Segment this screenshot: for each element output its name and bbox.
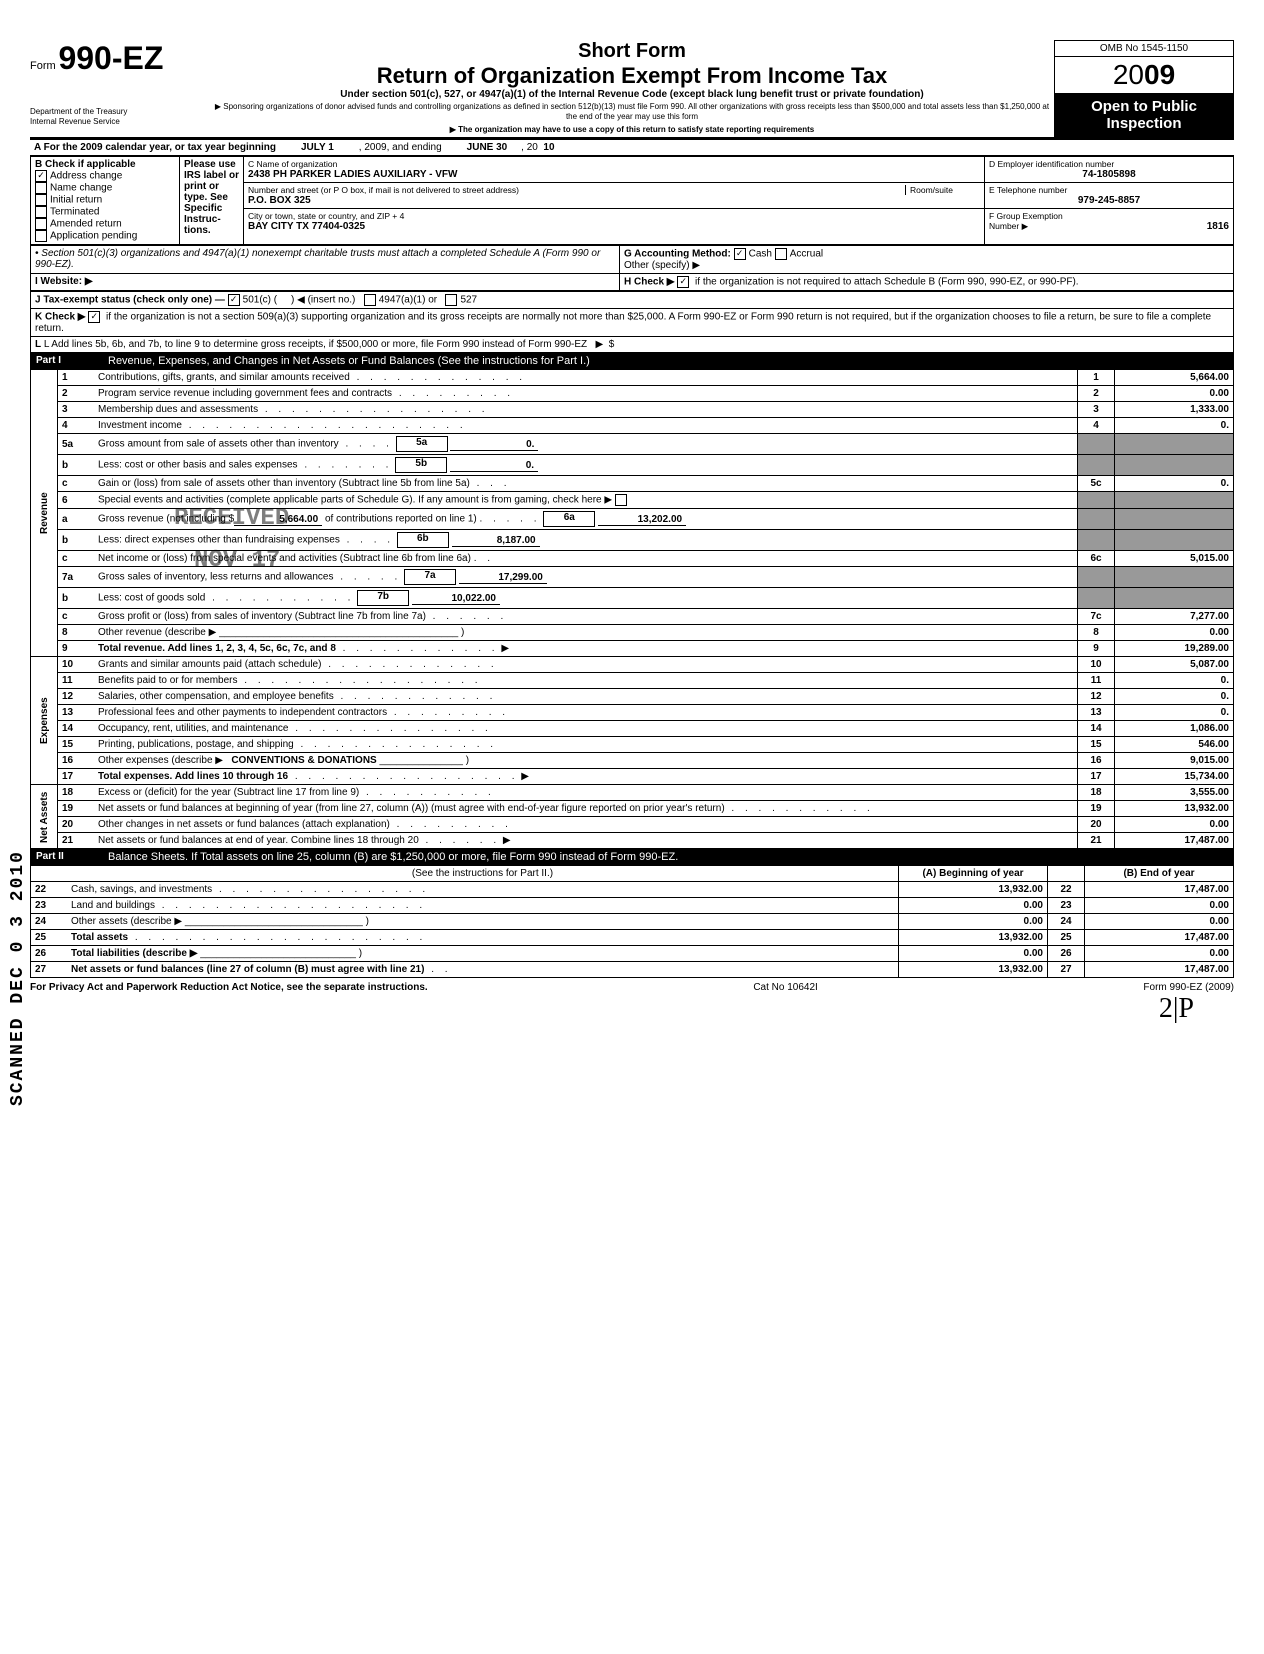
cb-schedule-b[interactable]: ✓: [677, 276, 689, 288]
street-address: P.O. BOX 325: [248, 195, 980, 206]
group-exemption-label: F Group Exemption: [989, 211, 1229, 221]
scanned-stamp: SCANNED DEC 0 3 2010: [8, 850, 28, 1106]
subtitle-1: Under section 501(c), 527, or 4947(a)(1)…: [210, 89, 1054, 100]
cb-initial-return[interactable]: [35, 194, 47, 206]
cb-name-change[interactable]: [35, 182, 47, 194]
subtitle-2: ▶ Sponsoring organizations of donor advi…: [210, 102, 1054, 123]
open-to-public: Open to PublicInspection: [1054, 93, 1234, 137]
main-title: Return of Organization Exempt From Incom…: [210, 63, 1054, 89]
form-ref: Form 990-EZ (2009): [1143, 982, 1234, 993]
cb-amended[interactable]: [35, 218, 47, 230]
part-2-header: Part II Balance Sheets. If Total assets …: [30, 849, 1234, 865]
cb-501c[interactable]: ✓: [228, 294, 240, 306]
cb-gaming[interactable]: [615, 494, 627, 506]
city-label: City or town, state or country, and ZIP …: [248, 211, 980, 221]
page-footer: For Privacy Act and Paperwork Reduction …: [30, 982, 1234, 993]
cat-no: Cat No 10642I: [753, 982, 818, 993]
please-use-label: Please use IRS label or print or type. S…: [180, 157, 244, 245]
period-row: A For the 2009 calendar year, or tax yea…: [30, 139, 1234, 156]
cb-pending[interactable]: [35, 230, 47, 242]
addr-label: Number and street (or P O box, if mail i…: [248, 185, 905, 195]
name-label: C Name of organization: [248, 159, 980, 169]
ein-label: D Employer identification number: [989, 159, 1229, 169]
part-2-table: (See the instructions for Part II.) (A) …: [30, 865, 1234, 978]
subtitle-3: ▶ The organization may have to use a cop…: [210, 125, 1054, 135]
section-g-h: • Section 501(c)(3) organizations and 49…: [30, 245, 1234, 291]
dept-irs: Internal Revenue Service: [30, 117, 210, 127]
ein-value: 74-1805898: [989, 169, 1229, 180]
group-exemption-value: 1816: [1028, 221, 1229, 232]
form-number: 990-EZ: [58, 40, 163, 76]
cb-terminated[interactable]: [35, 206, 47, 218]
cb-527[interactable]: [445, 294, 457, 306]
short-form-label: Short Form: [210, 40, 1054, 63]
phone-value: 979-245-8857: [989, 195, 1229, 206]
room-label: Room/suite: [905, 185, 980, 195]
revenue-sidebar: Revenue: [31, 370, 58, 657]
phone-label: E Telephone number: [989, 185, 1229, 195]
status-block: J Tax-exempt status (check only one) — ✓…: [30, 291, 1234, 353]
part-1-header: Part I Revenue, Expenses, and Changes in…: [30, 353, 1234, 369]
form-prefix: Form: [30, 60, 56, 72]
address-block: B Check if applicable ✓Address change Na…: [30, 156, 1234, 245]
cb-accrual[interactable]: [775, 248, 787, 260]
signature: 2|P: [30, 993, 1234, 1025]
omb-number: OMB No 1545-1150: [1054, 40, 1234, 57]
dept-treasury: Department of the Treasury: [30, 107, 210, 117]
cb-address-change[interactable]: ✓: [35, 170, 47, 182]
tax-year: 2009: [1054, 57, 1234, 93]
org-name: 2438 PH PARKER LADIES AUXILIARY - VFW: [248, 169, 980, 180]
received-stamp: RECEIVED: [174, 505, 289, 532]
city-value: BAY CITY TX 77404-0325: [248, 221, 980, 232]
date-stamp: NOV 17: [194, 547, 280, 574]
cb-k[interactable]: ✓: [88, 311, 100, 323]
part-1-table: Revenue 1Contributions, gifts, grants, a…: [30, 369, 1234, 849]
website-label: I Website: ▶: [31, 274, 620, 291]
cb-cash[interactable]: ✓: [734, 248, 746, 260]
privacy-notice: For Privacy Act and Paperwork Reduction …: [30, 982, 428, 993]
net-assets-sidebar: Net Assets: [31, 785, 58, 849]
form-header: Form 990-EZ Department of the Treasury I…: [30, 40, 1234, 137]
block-b-label: B Check if applicable: [35, 159, 175, 170]
cb-4947[interactable]: [364, 294, 376, 306]
expenses-sidebar: Expenses: [31, 657, 58, 785]
section-note: • Section 501(c)(3) organizations and 49…: [31, 246, 620, 274]
